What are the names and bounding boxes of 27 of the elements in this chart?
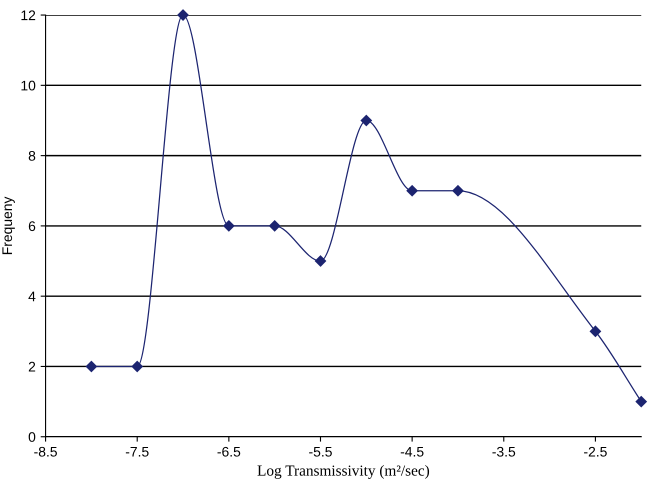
point bbox=[269, 220, 280, 232]
point bbox=[636, 396, 647, 408]
x-tick-label: -5.5 bbox=[309, 446, 332, 457]
x-tick-label: -3.5 bbox=[492, 446, 516, 457]
x-tick-label: -8.5 bbox=[34, 446, 57, 457]
point bbox=[86, 360, 97, 372]
x-axis-title: Log Transmissivity (m²/sec) bbox=[258, 464, 430, 479]
point bbox=[314, 255, 326, 267]
y-tick-label: 4 bbox=[28, 292, 36, 302]
y-tick-label: 8 bbox=[28, 150, 36, 161]
point bbox=[223, 220, 234, 232]
y-tick-label: 2 bbox=[28, 362, 36, 372]
y-tick-label: 12 bbox=[21, 10, 36, 20]
point bbox=[177, 9, 189, 21]
y-axis-title: Frequeny bbox=[2, 196, 15, 254]
point bbox=[452, 185, 464, 196]
x-tick-label: -2.5 bbox=[584, 446, 607, 457]
point bbox=[360, 114, 372, 126]
x-tick-label: -7.5 bbox=[126, 446, 149, 457]
x-tick-label: -6.5 bbox=[218, 446, 240, 457]
y-tick-label: 0 bbox=[28, 432, 36, 442]
point bbox=[406, 185, 418, 196]
y-tick-label: 6 bbox=[28, 221, 36, 232]
x-tick-label: -4.5 bbox=[400, 446, 424, 457]
point bbox=[590, 326, 602, 337]
y-tick-label: 10 bbox=[21, 80, 36, 91]
point bbox=[132, 360, 143, 372]
